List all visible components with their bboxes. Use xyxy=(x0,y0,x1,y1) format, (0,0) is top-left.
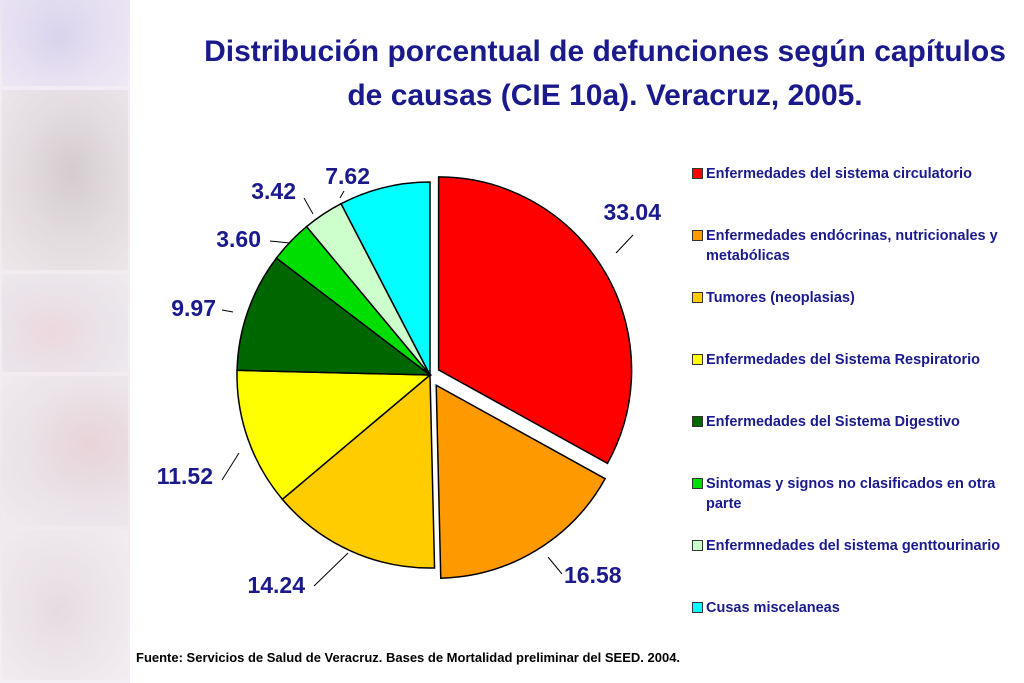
pie-slice-5 xyxy=(236,257,433,376)
legend-swatch xyxy=(692,168,703,179)
leader-line-3 xyxy=(313,552,349,587)
legend-label: Enfermnedades del sistema genttourinario xyxy=(706,538,1001,554)
elderly-man-photo xyxy=(2,90,128,270)
leader-line-5 xyxy=(221,309,234,313)
data-label-1: 33.04 xyxy=(603,199,661,225)
legend-label: Tumores (neoplasias) xyxy=(706,290,855,306)
source-note: Fuente: Servicios de Salud de Veracruz. … xyxy=(136,650,681,665)
leader-line-1 xyxy=(615,234,634,254)
legend-swatch xyxy=(692,354,703,365)
pie-slice-2 xyxy=(435,383,607,579)
legend-label: Enfermedades del sistema circulatorio xyxy=(706,166,972,182)
leader-line-6 xyxy=(269,240,291,244)
legend-label: Cusas miscelaneas xyxy=(706,600,840,616)
data-label-6: 3.60 xyxy=(216,226,261,252)
data-label-4: 11.52 xyxy=(157,463,213,489)
legend-swatch xyxy=(692,230,703,241)
data-label-5: 9.97 xyxy=(171,295,216,321)
legend-label: Sintomas y signos no clasificados en otr… xyxy=(706,476,996,512)
hands-photo xyxy=(2,0,128,86)
data-label-8: 7.62 xyxy=(325,163,370,189)
elderly-person-flowers-photo xyxy=(2,274,128,372)
legend-swatch xyxy=(692,478,703,489)
leader-line-4 xyxy=(221,452,240,481)
leader-line-8 xyxy=(339,190,345,199)
elderly-couple-photo xyxy=(2,376,128,526)
decorative-photo-strip xyxy=(0,0,130,683)
chart-title: Distribución porcentual de defunciones s… xyxy=(204,35,1006,112)
pie-chart: 33.04 16.58 14.24 11.52 9.97 3.60 3.42 7.62 xyxy=(157,163,661,598)
pie-slice-3 xyxy=(281,373,436,569)
leader-line-2 xyxy=(547,556,563,575)
data-label-7: 3.42 xyxy=(251,178,296,204)
chart-legend: Enfermedades del sistema circulatorio Enf… xyxy=(692,158,1022,628)
legend-swatch xyxy=(692,416,703,427)
data-label-2: 16.58 xyxy=(564,562,622,588)
leader-line-7 xyxy=(303,197,314,215)
legend-label: Enfermedades endócrinas, nutricionales y… xyxy=(706,228,998,264)
pie-slice-8 xyxy=(340,181,431,376)
legend-label: Enfermedades del Sistema Respiratorio xyxy=(706,352,980,368)
legend-swatch xyxy=(692,602,703,613)
legend-label: Enfermedades del Sistema Digestivo xyxy=(706,414,960,430)
legend-swatch xyxy=(692,540,703,551)
legend-swatch xyxy=(692,292,703,303)
elderly-hand-photo xyxy=(2,530,128,680)
data-label-3: 14.24 xyxy=(247,572,305,598)
pie-slice-1 xyxy=(437,176,633,465)
pie-slice-4 xyxy=(236,369,432,501)
